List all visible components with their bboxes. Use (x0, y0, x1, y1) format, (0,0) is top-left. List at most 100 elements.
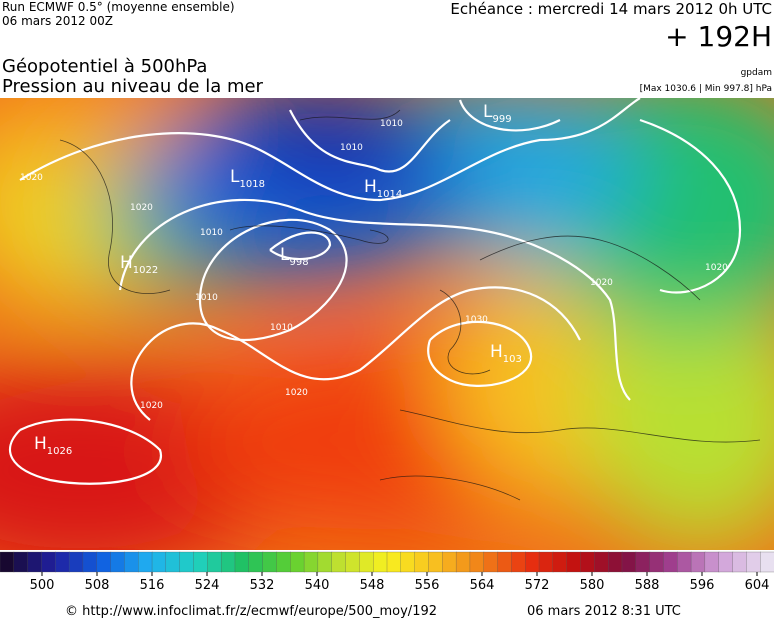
colorbar-cell (303, 551, 319, 573)
colorbar-label: 564 (470, 578, 495, 593)
isobar-label: 1010 (340, 143, 363, 153)
colorbar-cell (110, 551, 126, 573)
colorbar-label: 580 (580, 578, 605, 593)
center-letter: H (364, 177, 377, 197)
colorbar-label: 596 (690, 578, 715, 593)
isobar-label: 1020 (705, 263, 728, 273)
colorbar-cell (27, 551, 43, 573)
colorbar-cell (0, 551, 15, 573)
colorbar-cell (718, 551, 734, 573)
center-value: 999 (492, 114, 511, 125)
colorbar-cell (704, 551, 720, 573)
isobar-label: 1010 (195, 293, 218, 303)
colorbar-cell (497, 551, 513, 573)
center-value: 1022 (133, 265, 158, 276)
isobar-label: 1010 (270, 323, 293, 333)
center-letter: L (230, 167, 240, 187)
center-letter: L (280, 245, 290, 265)
colorbar-cell (248, 551, 264, 573)
pressure-center: H1026 (34, 434, 72, 457)
isobar-label: 1030 (465, 315, 488, 325)
colorbar-cell (525, 551, 540, 573)
echeance: Echéance : mercredi 14 mars 2012 0h UTC (450, 0, 772, 18)
colorbar-cell (511, 551, 526, 573)
colorbar-cell (55, 551, 70, 573)
colorbar-cell (649, 551, 665, 573)
footer-url: © http://www.infoclimat.fr/z/ecmwf/europ… (65, 604, 438, 619)
colorbar-cell (552, 551, 568, 573)
colorbar-cell (677, 551, 692, 573)
pressure-center: L999 (483, 102, 512, 125)
colorbar-cell (124, 551, 139, 573)
colorbar-cell (428, 551, 443, 573)
colorbar-cell (345, 551, 361, 573)
colorbar-label: 572 (525, 578, 550, 593)
center-value: 103 (503, 354, 522, 365)
isobar-label: 1010 (380, 119, 403, 129)
run-date: 06 mars 2012 00Z (2, 14, 113, 28)
center-letter: H (120, 253, 133, 273)
colorbar-label: 548 (360, 578, 385, 593)
pressure-center: L1018 (230, 167, 265, 190)
colorbar-cell (386, 551, 402, 573)
colorbar-cell (359, 551, 374, 573)
center-value: 1026 (47, 446, 72, 457)
isobar-label: 1010 (200, 228, 223, 238)
colorbar-cell (179, 551, 195, 573)
colorbar-cell (41, 551, 56, 573)
colorbar-cell (234, 551, 250, 573)
colorbar-cell (663, 551, 678, 573)
colorbar-cell (732, 551, 748, 573)
colorbar-cell (442, 551, 457, 573)
isobar-label: 1020 (140, 401, 163, 411)
colorbar-cell (580, 551, 595, 573)
colorbar-cell (760, 551, 774, 573)
center-letter: L (483, 102, 493, 122)
center-letter: H (34, 434, 47, 454)
colorbar-label: 524 (195, 578, 220, 593)
colorbar-cell (621, 551, 637, 573)
colorbar-cell (400, 551, 416, 573)
pressure-center: H1014 (364, 177, 402, 200)
colorbar-cell (414, 551, 430, 573)
colorbar-label: 604 (745, 578, 770, 593)
colorbar-cell (165, 551, 181, 573)
center-value: 998 (289, 257, 308, 268)
run-label: Run ECMWF 0.5° (moyenne ensemble) (2, 0, 235, 14)
footer-date: 06 mars 2012 8:31 UTC (527, 604, 681, 619)
pressure-center: H1022 (120, 253, 158, 276)
colorbar-cell (746, 551, 761, 573)
colorbar-cell (317, 551, 333, 573)
colorbar-cell (220, 551, 236, 573)
colorbar-label: 540 (305, 578, 330, 593)
colorbar-cell (68, 551, 84, 573)
subtitle: Pression au niveau de la mer (2, 76, 263, 97)
colorbar-cell (566, 551, 582, 573)
title: Géopotentiel à 500hPa (2, 56, 208, 77)
isobar-label: 1020 (130, 203, 153, 213)
colorbar-label: 556 (415, 578, 440, 593)
colorbar-cell (373, 551, 388, 573)
isobar-label: 1020 (20, 173, 43, 183)
colorbar-cell (13, 551, 29, 573)
center-value: 1018 (239, 179, 264, 190)
colorbar-cell (82, 551, 98, 573)
colorbar-cell (594, 551, 609, 573)
colorbar-cell (469, 551, 485, 573)
center-value: 1014 (377, 189, 402, 200)
colorbar-cell (690, 551, 706, 573)
pressure-center: H103 (490, 342, 522, 365)
colorbar-cell (331, 551, 347, 573)
isobar-label: 1020 (285, 388, 308, 398)
center-letter: H (490, 342, 503, 362)
source: gpdam (740, 68, 772, 78)
pressure-center: L998 (280, 245, 309, 268)
colorbar-cell (151, 551, 167, 573)
colorbar-label: 588 (635, 578, 660, 593)
colorbar-cell (193, 551, 208, 573)
isobar-label: 1020 (590, 278, 613, 288)
colorbar-cell (455, 551, 471, 573)
colorbar-cell (207, 551, 222, 573)
